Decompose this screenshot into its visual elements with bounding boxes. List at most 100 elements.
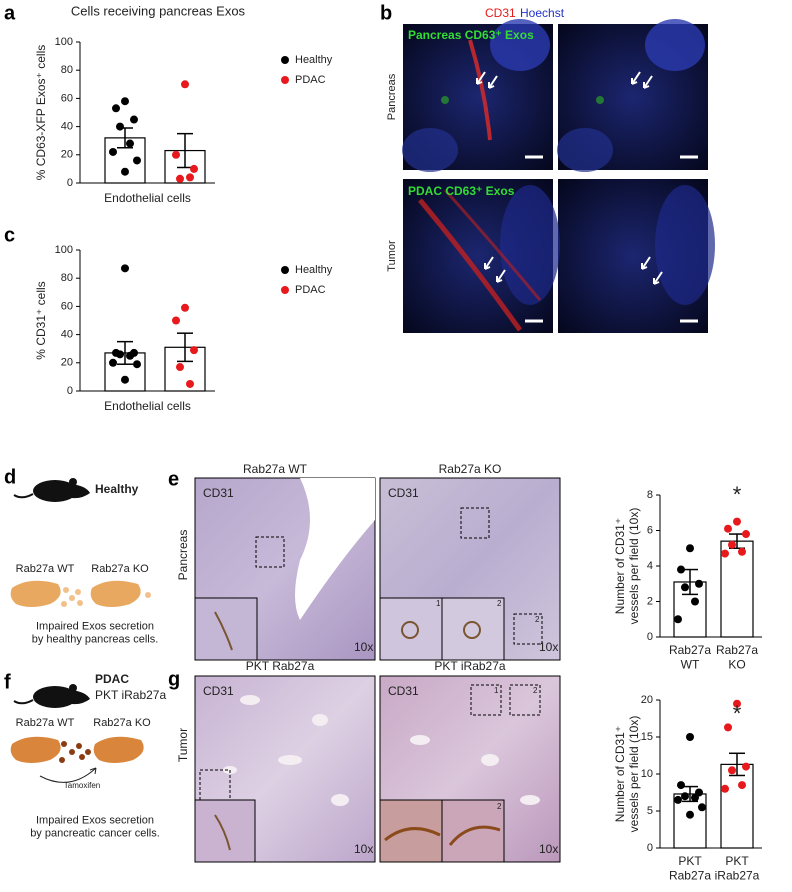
- data-point: [733, 699, 741, 708]
- data-point: [691, 793, 699, 802]
- y-tick-label: 40: [61, 121, 73, 133]
- data-point: [190, 346, 198, 355]
- data-point: [126, 351, 134, 360]
- stain-label: CD31: [388, 486, 419, 500]
- y-tick-label: 60: [61, 92, 73, 104]
- data-point: [728, 766, 736, 775]
- image-title: Rab27a WT: [243, 462, 308, 476]
- y-tick-label: 8: [647, 489, 653, 501]
- y-tick-label: 60: [61, 300, 73, 312]
- y-tick-label: 80: [61, 272, 73, 284]
- data-point: [686, 544, 694, 553]
- legend-label: PDAC: [295, 74, 326, 86]
- y-tick-label: 5: [647, 805, 653, 817]
- x-axis-label: Endothelial cells: [104, 399, 191, 413]
- legend-marker: [281, 76, 289, 84]
- data-point: [109, 147, 117, 156]
- image-label: Pancreas CD63⁺ Exos: [408, 28, 534, 42]
- x-tick-label: Rab27a KO: [716, 643, 758, 671]
- micrographs-g: [194, 675, 561, 863]
- magnification: 10x: [539, 640, 558, 654]
- legend-label: Healthy: [295, 54, 333, 66]
- micrographs-b: [402, 19, 715, 333]
- data-point: [691, 597, 699, 606]
- y-tick-label: 0: [647, 842, 653, 854]
- stain-label: Hoechst: [520, 6, 565, 20]
- data-point: [176, 174, 184, 183]
- panel-letter: b: [380, 2, 392, 24]
- data-point: [186, 173, 194, 182]
- data-point: [681, 792, 689, 801]
- pancreas-icons: [10, 580, 151, 783]
- y-axis-label: % CD31⁺ cells: [34, 281, 48, 359]
- data-point: [181, 80, 189, 89]
- data-point: [121, 97, 129, 106]
- magnification: 10x: [539, 842, 558, 856]
- schematic-subtitle: PKT iRab27a: [95, 688, 166, 702]
- y-tick-label: 80: [61, 64, 73, 76]
- data-point: [674, 795, 682, 804]
- magnification: 10x: [354, 640, 373, 654]
- data-point: [721, 549, 729, 558]
- box-number: 2: [533, 686, 538, 695]
- schematic-caption: Impaired Exos secretion by pancreatic can…: [30, 814, 160, 839]
- inset-number: 2: [497, 599, 502, 608]
- magnification: 10x: [354, 842, 373, 856]
- panel-letter: e: [168, 468, 179, 490]
- stain-label: CD31: [485, 6, 516, 20]
- genotype-label: Rab27a KO: [93, 717, 151, 729]
- y-tick-label: 0: [647, 631, 653, 643]
- data-point: [126, 139, 134, 148]
- data-point: [116, 122, 124, 131]
- y-tick-label: 6: [647, 524, 653, 536]
- data-point: [698, 803, 706, 812]
- data-point: [724, 524, 732, 533]
- y-axis-label: Number of CD31⁺vessels per field (10x): [613, 508, 641, 625]
- legend-marker: [281, 266, 289, 274]
- panel-letter: f: [4, 671, 11, 693]
- image-title: PKT iRab27a: [434, 659, 505, 673]
- data-point: [172, 150, 180, 159]
- data-point: [677, 565, 685, 574]
- chart-title: Cells receiving pancreas Exos: [71, 3, 246, 18]
- data-point: [186, 379, 194, 388]
- data-point: [742, 530, 750, 539]
- data-point: [724, 723, 732, 732]
- schematic-title: PDAC: [95, 672, 129, 686]
- data-point: [116, 350, 124, 359]
- mouse-icon: [13, 478, 90, 502]
- inset-number: 2: [497, 802, 502, 811]
- data-point: [677, 781, 685, 790]
- box-number: 1: [494, 686, 499, 695]
- y-tick-label: 20: [61, 357, 73, 369]
- y-tick-label: 0: [67, 177, 73, 189]
- x-tick-label: PKT iRab27a: [715, 854, 760, 882]
- mouse-icon: [13, 684, 90, 708]
- genotype-label: Rab27a WT: [16, 717, 75, 729]
- stain-label: CD31: [203, 486, 234, 500]
- inset-number: 1: [436, 599, 441, 608]
- significance: *: [733, 701, 742, 726]
- data-point: [121, 264, 129, 273]
- micrographs-e: [194, 477, 561, 661]
- box-number: 2: [535, 615, 540, 624]
- significance: *: [733, 482, 742, 507]
- data-point: [172, 316, 180, 325]
- x-axis-label: Endothelial cells: [104, 191, 191, 205]
- panel-letter: a: [4, 2, 16, 24]
- data-point: [133, 156, 141, 165]
- row-label: Tumor: [176, 728, 190, 762]
- genotype-label: Rab27a KO: [91, 563, 149, 575]
- image-title: PKT Rab27a: [246, 659, 315, 673]
- arrow-label: Tamoxifen: [64, 781, 100, 790]
- x-tick-label: Rab27a WT: [669, 643, 711, 671]
- data-point: [109, 358, 117, 367]
- data-point: [733, 517, 741, 526]
- y-tick-label: 40: [61, 329, 73, 341]
- data-point: [133, 360, 141, 369]
- y-tick-label: 4: [647, 560, 653, 572]
- data-point: [181, 303, 189, 312]
- y-tick-label: 20: [61, 149, 73, 161]
- schematic-title: Healthy: [95, 482, 139, 496]
